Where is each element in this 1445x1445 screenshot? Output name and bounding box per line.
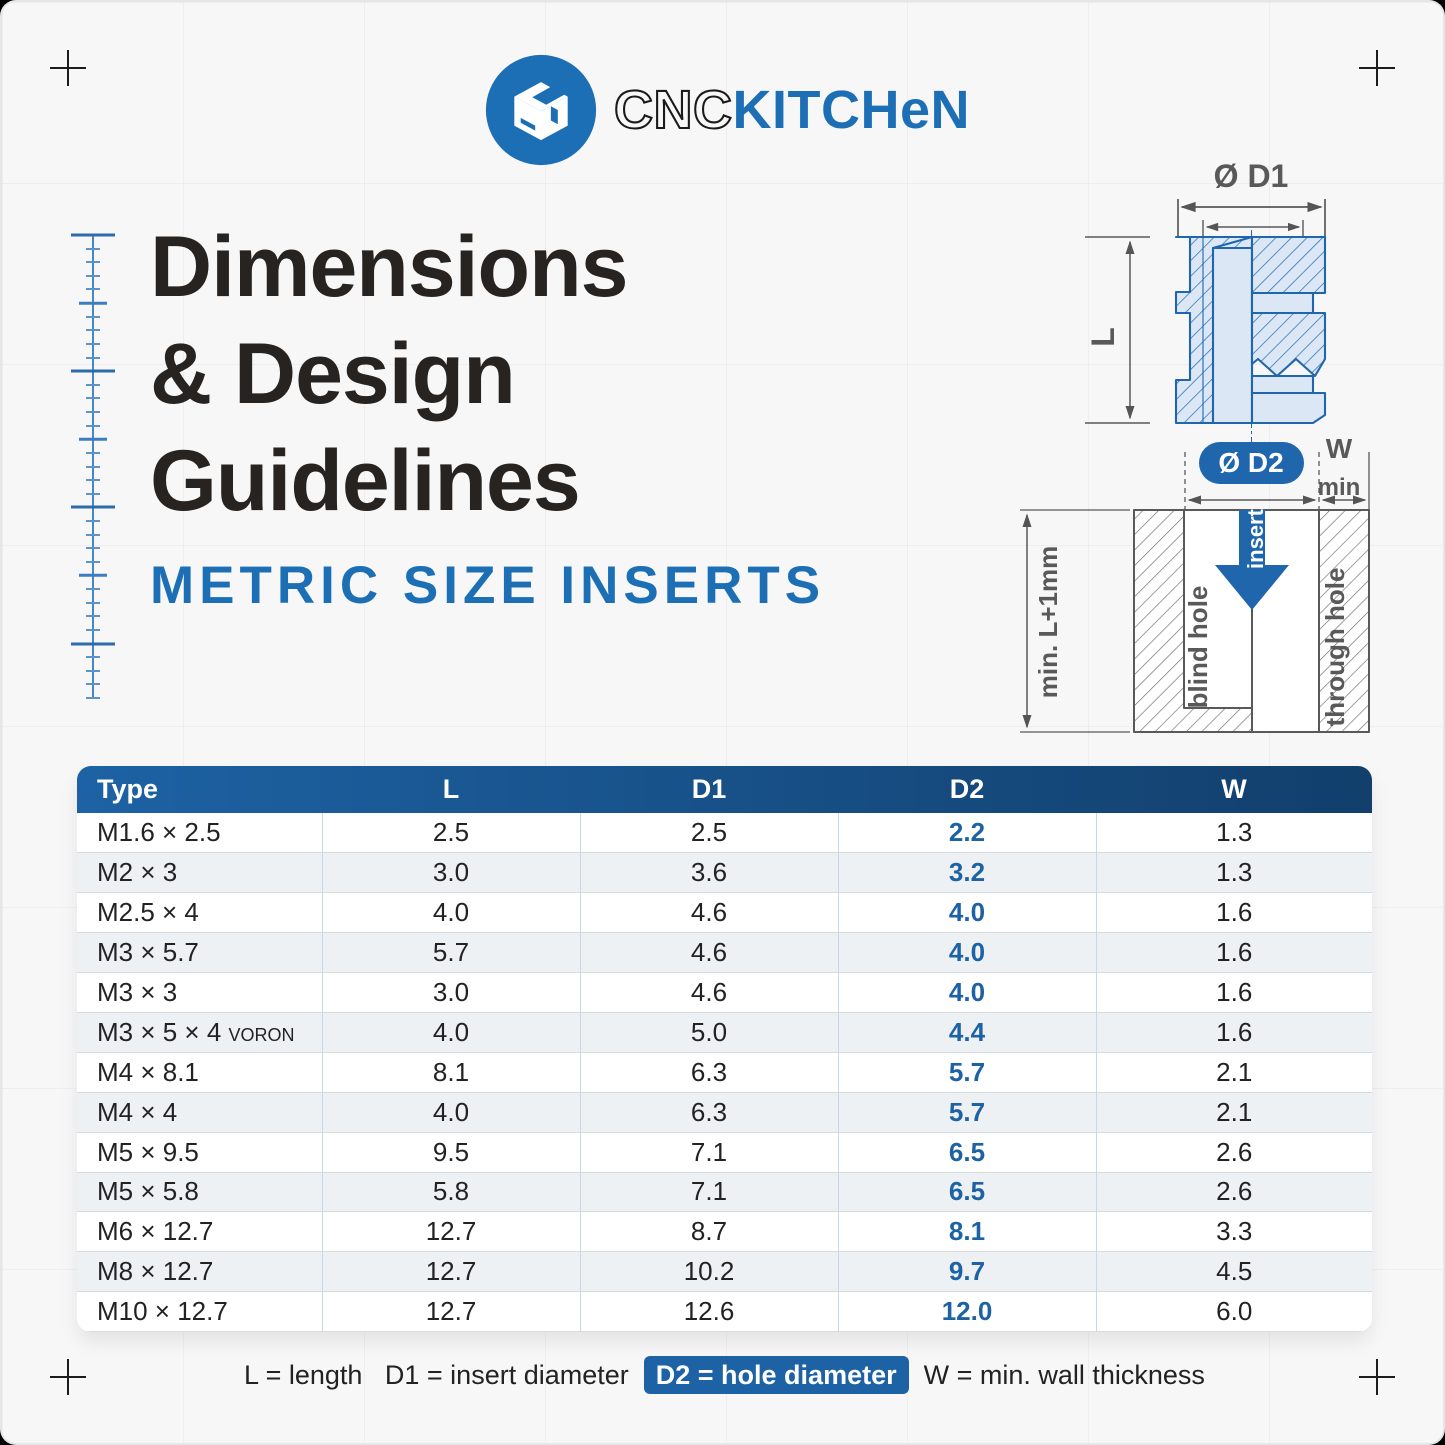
svg-text:through hole: through hole — [1320, 568, 1350, 727]
svg-text:min. L+1mm: min. L+1mm — [1033, 546, 1063, 698]
svg-text:min: min — [1318, 474, 1361, 501]
svg-text:insert: insert — [1243, 508, 1268, 569]
svg-text:L: L — [1085, 327, 1121, 347]
svg-text:W: W — [1326, 433, 1353, 464]
svg-text:blind hole: blind hole — [1183, 586, 1213, 709]
svg-text:Ø D2: Ø D2 — [1218, 447, 1283, 478]
svg-text:Ø D1: Ø D1 — [1214, 158, 1289, 194]
